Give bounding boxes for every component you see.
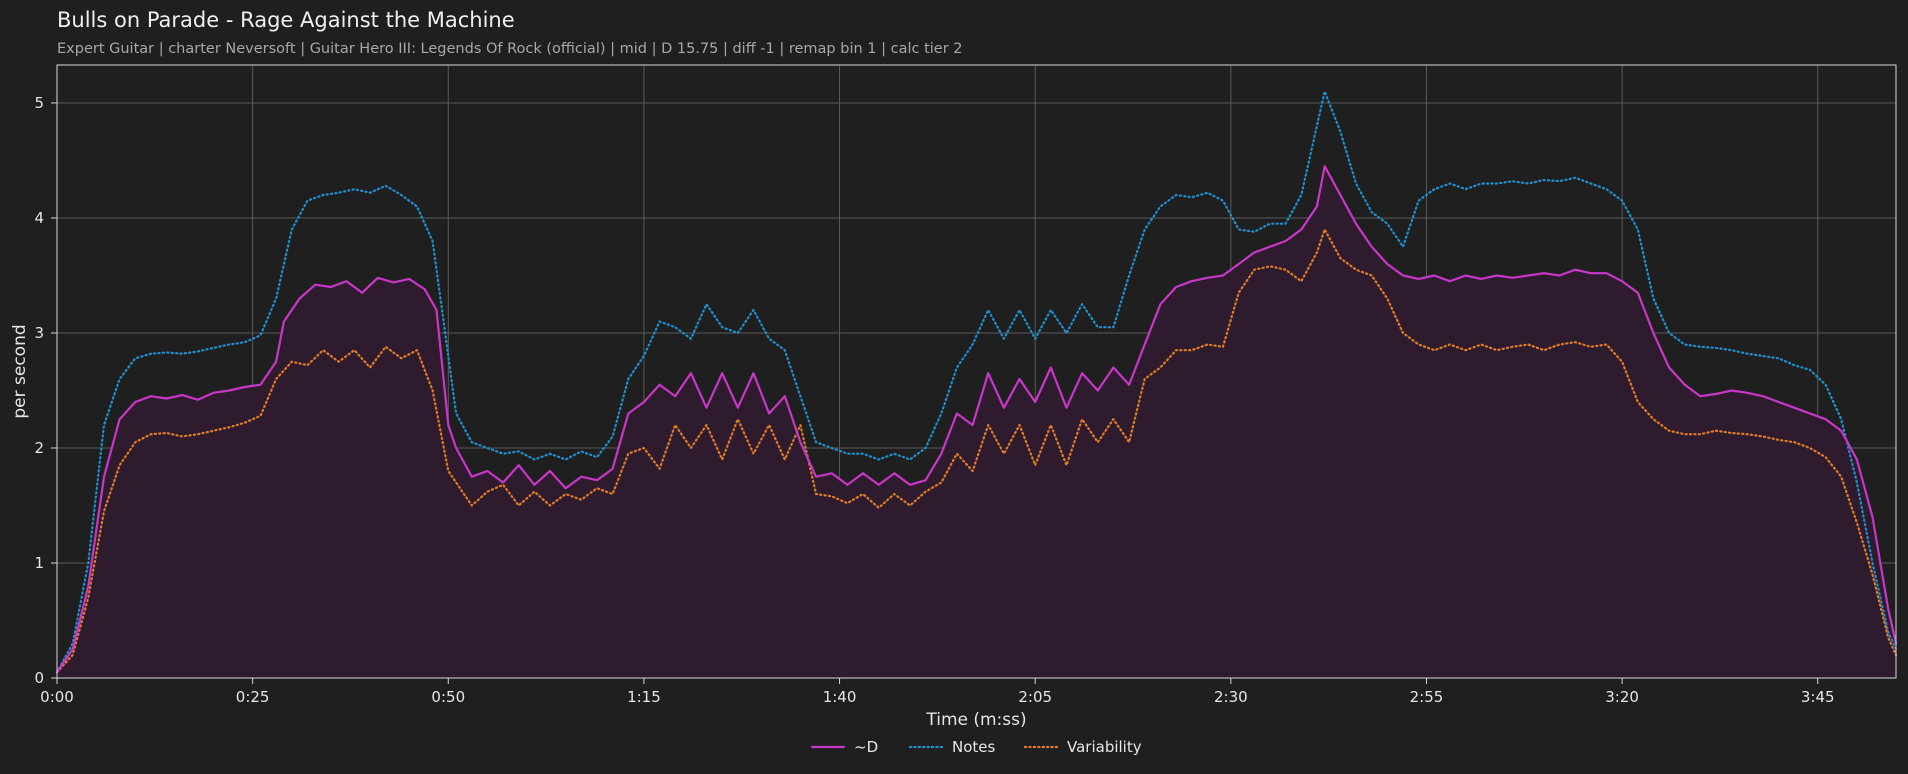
d-area-fill <box>57 166 1896 678</box>
plot-frame <box>56 64 1897 679</box>
y-tick-label: 2 <box>34 439 44 457</box>
x-tick-label: 1:15 <box>627 688 661 706</box>
y-tick-label: 0 <box>34 669 44 687</box>
y-tick-label: 3 <box>34 324 44 342</box>
x-tick-label: 1:40 <box>823 688 857 706</box>
axis-ticks: 0:00 0:25 0:50 1:15 1:40 2:05 2:30 2:55 3:20 3:45… <box>34 94 1834 706</box>
x-tick-label: 0:25 <box>236 688 270 706</box>
x-tick-label: 3:20 <box>1605 688 1639 706</box>
chart-subtitle: Expert Guitar | charter Neversoft | Guit… <box>57 41 963 57</box>
series-layer <box>55 90 1898 678</box>
chart-title: Bulls on Parade - Rage Against the Machi… <box>57 8 515 32</box>
x-tick-label: 2:05 <box>1018 688 1052 706</box>
series-line-dd <box>55 165 1898 674</box>
x-axis-label: Time (m:ss) <box>925 710 1026 730</box>
legend-label: ~D <box>854 738 878 756</box>
y-tick-label: 4 <box>34 209 44 227</box>
legend: ~D Notes Variability <box>810 738 1142 756</box>
x-tick-label: 0:50 <box>431 688 465 706</box>
y-tick-label: 1 <box>34 554 44 572</box>
x-tick-label: 2:30 <box>1214 688 1248 706</box>
y-axis-label: per second <box>10 324 30 418</box>
x-tick-label: 2:55 <box>1410 688 1444 706</box>
x-tick-label: 0:00 <box>40 688 74 706</box>
legend-label: Variability <box>1067 738 1142 756</box>
y-tick-label: 5 <box>34 94 44 112</box>
legend-label: Notes <box>952 738 996 756</box>
x-tick-label: 3:45 <box>1801 688 1835 706</box>
series-line-variability <box>55 228 1898 674</box>
series-line-notes <box>55 90 1898 674</box>
